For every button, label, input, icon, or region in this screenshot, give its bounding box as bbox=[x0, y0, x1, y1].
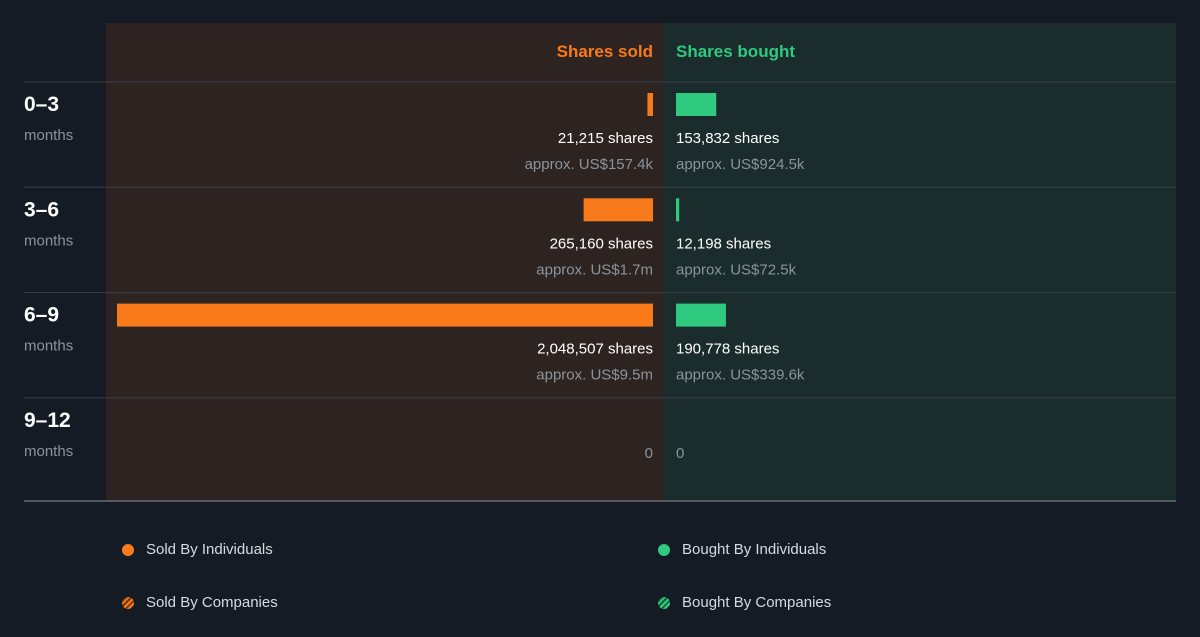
sold-value-label: approx. US$157.4k bbox=[525, 156, 654, 173]
bought-bar bbox=[676, 198, 680, 222]
legend-label: Bought By Individuals bbox=[682, 541, 827, 558]
bought-shares-label: 153,832 shares bbox=[676, 130, 779, 147]
legend-sold-individuals: Sold By Individuals bbox=[122, 541, 273, 558]
legend-bought-individuals: Bought By Individuals bbox=[658, 541, 826, 558]
bought-panel bbox=[664, 23, 1176, 501]
sold-bar bbox=[647, 93, 653, 116]
bought-value-label: approx. US$339.6k bbox=[676, 367, 805, 384]
sold-bar bbox=[583, 198, 653, 222]
period-rows: 0–3 months 21,215 shares approx. US$157.4k 1… bbox=[24, 81, 1176, 462]
period-unit-label: months bbox=[24, 127, 73, 144]
sold-shares-label: 21,215 shares bbox=[558, 130, 653, 147]
sold-bar bbox=[117, 303, 653, 327]
legend-bought-companies: Bought By Companies bbox=[658, 594, 831, 611]
legend-label: Sold By Individuals bbox=[146, 541, 273, 558]
bought-individuals-dot-icon bbox=[658, 543, 670, 556]
legend-label: Sold By Companies bbox=[146, 594, 278, 611]
sold-shares-label: 2,048,507 shares bbox=[537, 341, 653, 358]
legend-label: Bought By Companies bbox=[682, 594, 832, 611]
bought-shares-label: 0 bbox=[676, 445, 684, 462]
period-label: 9–12 bbox=[24, 409, 71, 432]
period-label: 3–6 bbox=[24, 198, 59, 221]
bought-bar bbox=[676, 93, 717, 116]
period-unit-label: months bbox=[24, 232, 73, 249]
period-unit-label: months bbox=[24, 443, 73, 460]
bought-companies-hatch-icon bbox=[658, 596, 670, 609]
sold-shares-label: 265,160 shares bbox=[550, 235, 653, 252]
bought-shares-label: 190,778 shares bbox=[676, 341, 779, 358]
sold-value-label: approx. US$1.7m bbox=[536, 261, 653, 278]
sold-panel bbox=[106, 23, 664, 501]
sold-value-label: approx. US$9.5m bbox=[536, 367, 653, 384]
header-shares-sold: Shares sold bbox=[557, 42, 653, 61]
legend-sold-companies: Sold By Companies bbox=[122, 594, 278, 611]
bought-value-label: approx. US$924.5k bbox=[676, 156, 805, 173]
bought-shares-label: 12,198 shares bbox=[676, 235, 771, 252]
sold-individuals-dot-icon bbox=[122, 543, 134, 556]
period-unit-label: months bbox=[24, 338, 73, 355]
sold-companies-hatch-icon bbox=[122, 596, 134, 609]
header-shares-bought: Shares bought bbox=[676, 42, 795, 61]
period-label: 6–9 bbox=[24, 304, 59, 327]
sold-shares-label: 0 bbox=[645, 445, 653, 462]
bought-value-label: approx. US$72.5k bbox=[676, 261, 797, 278]
period-label: 0–3 bbox=[24, 93, 59, 116]
bought-bar bbox=[676, 303, 726, 327]
